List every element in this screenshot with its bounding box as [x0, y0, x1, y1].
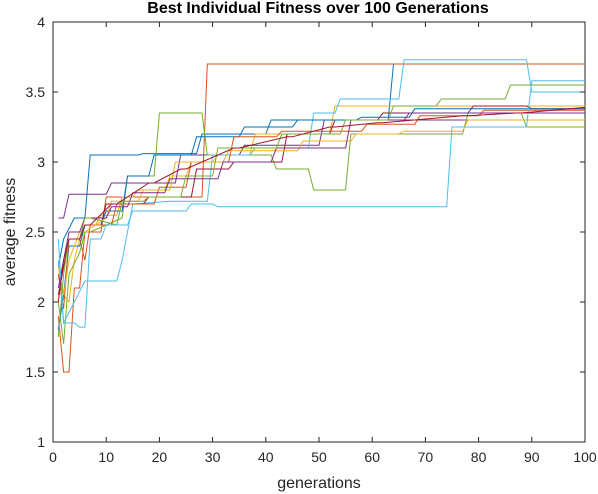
y-tick-label: 3: [37, 154, 45, 170]
x-tick-label: 20: [152, 449, 168, 465]
series-line: [57, 59, 585, 325]
series-line: [57, 80, 585, 328]
x-tick-label: 50: [311, 449, 327, 465]
y-tick-label: 4: [37, 14, 45, 30]
y-tick-label: 2: [37, 294, 45, 310]
y-tick-label: 3.5: [26, 84, 46, 100]
series-line: [58, 119, 585, 219]
y-tick-label: 2.5: [26, 224, 46, 240]
x-tick-label: 60: [364, 449, 380, 465]
x-tick-label: 100: [573, 449, 597, 465]
y-axis-title: average fitness: [2, 178, 19, 287]
x-tick-label: 40: [258, 449, 274, 465]
y-tick-label: 1.5: [26, 364, 46, 380]
plot-area: [52, 21, 586, 443]
series-line: [57, 112, 585, 289]
x-tick-label: 70: [418, 449, 434, 465]
series-line: [57, 84, 585, 338]
series-line: [57, 108, 585, 331]
axes: 0 10 20 30 40 50 60 70 80 90 100 1 1.5 2 2.5 3 3.5 4: [26, 14, 597, 465]
x-tick-label: 0: [49, 449, 57, 465]
x-tick-label: 90: [524, 449, 540, 465]
x-tick-label: 80: [471, 449, 487, 465]
x-tick-label: 30: [205, 449, 221, 465]
series-lines: [57, 59, 586, 373]
x-axis-title: generations: [277, 475, 361, 492]
x-tick-label: 10: [98, 449, 114, 465]
y-tick-label: 1: [37, 434, 45, 450]
series-line: [57, 106, 586, 303]
chart-title: Best Individual Fitness over 100 Generat…: [147, 0, 489, 17]
